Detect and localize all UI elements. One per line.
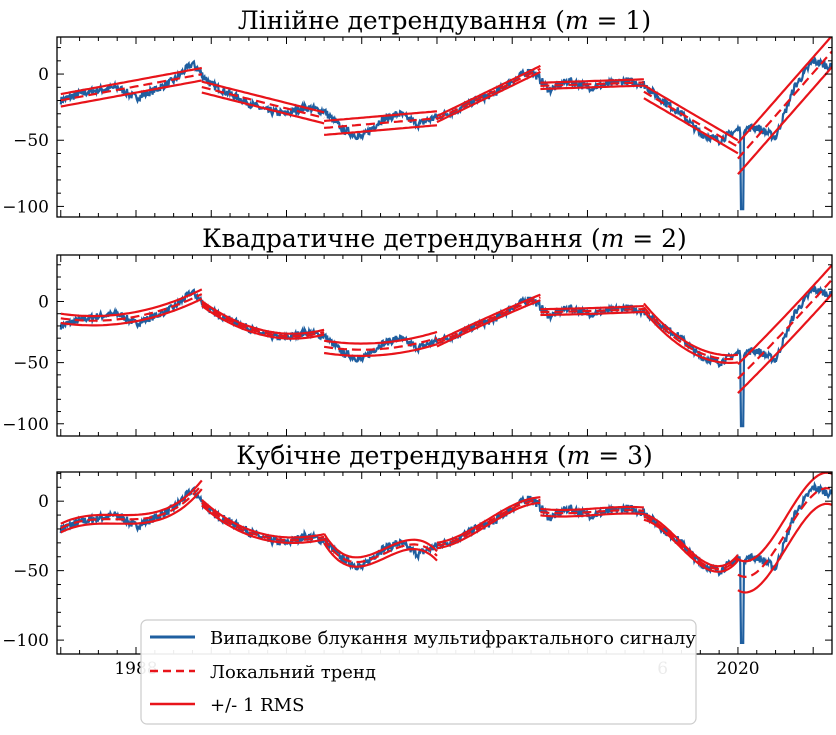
local-trend-line — [436, 296, 541, 345]
y-tick-label: −50 — [13, 562, 49, 582]
rms-lower-line — [436, 299, 541, 348]
y-tick-label: −100 — [2, 197, 49, 217]
panel-title-eq: = 3) — [590, 441, 653, 470]
y-tick-label: −50 — [13, 354, 49, 374]
local-trend-line — [60, 293, 203, 322]
rms-lower-line — [201, 305, 325, 340]
panel-2: Квадратичне детрендування (m = 2) 0 −50 −10… — [2, 224, 833, 437]
rms-upper-line — [643, 513, 739, 568]
local-trend-line — [436, 67, 541, 121]
y-tick-label: 0 — [38, 65, 49, 85]
local-trend-line — [540, 509, 644, 515]
rms-lower-line — [540, 84, 644, 91]
rms-lower-line — [60, 488, 203, 534]
local-trend-line — [324, 117, 438, 129]
rms-upper-line — [436, 293, 541, 342]
panel-title-text: Квадратичне детрендування ( — [202, 224, 600, 253]
rms-lower-line — [737, 293, 832, 394]
local-trend-line — [737, 487, 832, 579]
rms-upper-line — [643, 84, 739, 142]
y-tick-label: 0 — [38, 292, 49, 312]
panel-title-eq: = 1) — [589, 6, 652, 35]
rms-upper-line — [540, 78, 644, 84]
panel-title-m: m — [601, 224, 625, 253]
local-trend-line — [60, 73, 203, 102]
local-trend-line — [643, 90, 739, 148]
rms-upper-line — [737, 264, 832, 365]
rms-upper-line — [201, 499, 325, 539]
local-trend-line — [643, 515, 739, 570]
rms-upper-line — [540, 505, 644, 512]
panel-title-eq: = 2) — [624, 224, 687, 253]
panel-title-text: Кубічне детрендування ( — [236, 441, 566, 470]
local-trend-line — [323, 537, 438, 564]
legend-box — [140, 619, 697, 725]
local-trend-line — [643, 306, 739, 361]
rms-lower-line — [60, 79, 202, 108]
rms-lower-line — [540, 310, 644, 317]
rms-lower-line — [737, 502, 832, 594]
panel-title-text: Лінійне детрендування ( — [238, 6, 565, 35]
legend-trend-label: Локальний тренд — [210, 662, 376, 683]
local-trend-line — [540, 81, 644, 87]
rms-lower-line — [436, 70, 541, 124]
x-tick-label: 2020 — [716, 659, 759, 679]
rms-upper-line — [323, 533, 438, 559]
rms-upper-line — [737, 472, 832, 563]
rms-upper-line — [643, 302, 738, 357]
rms-lower-line — [323, 343, 438, 357]
y-tick-label: −100 — [2, 631, 49, 651]
signal-line — [59, 283, 832, 428]
rms-lower-line — [737, 66, 832, 175]
local-trend-line — [737, 278, 832, 380]
panel-title-m: m — [565, 6, 589, 35]
y-tick-label: −50 — [13, 131, 49, 151]
local-trend-line — [737, 50, 832, 160]
panel-frame — [56, 254, 833, 437]
signal-line — [59, 54, 832, 211]
local-trend-line — [60, 483, 203, 530]
local-trend-line — [436, 498, 541, 547]
rms-upper-line — [323, 110, 438, 123]
local-trend-line — [201, 86, 325, 119]
local-trend-line — [201, 501, 325, 542]
local-trend-line — [323, 337, 438, 351]
rms-lower-line — [201, 504, 325, 544]
rms-upper-line — [60, 66, 203, 96]
rms-lower-line — [201, 91, 325, 125]
rms-lower-line — [436, 501, 541, 550]
y-tick-label: −100 — [2, 415, 49, 435]
panel-title-m: m — [567, 441, 591, 470]
rms-upper-line — [201, 80, 325, 114]
rms-lower-line — [540, 512, 644, 518]
rms-upper-line — [60, 288, 203, 318]
y-tick-label: 0 — [38, 492, 49, 512]
panel-title: Лінійне детрендування (m = 1) — [238, 6, 651, 35]
rms-lower-line — [323, 542, 438, 568]
panel-title: Кубічне детрендування (m = 3) — [236, 441, 653, 470]
rms-lower-line — [643, 518, 739, 573]
rms-upper-line — [737, 37, 832, 144]
rms-lower-line — [643, 97, 739, 155]
rms-upper-line — [436, 496, 541, 544]
local-trend-line — [540, 307, 644, 314]
legend: Випадкове блукання мультифрактального си… — [140, 619, 697, 725]
rms-lower-line — [643, 310, 739, 364]
panel-1: Лінійне детрендування (m = 1) 0 −50 −100 — [2, 6, 833, 218]
rms-lower-line — [60, 297, 203, 327]
rms-upper-line — [201, 300, 325, 335]
panel-3: Кубічне детрендування (m = 3) 0 −50 −100 — [2, 441, 833, 655]
legend-signal-label: Випадкове блукання мультифрактального си… — [210, 628, 696, 649]
rms-lower-line — [324, 124, 438, 136]
legend-rms-label: +/- 1 RMS — [210, 695, 304, 716]
rms-upper-line — [540, 305, 644, 311]
rms-upper-line — [323, 330, 438, 345]
panel-title: Квадратичне детрендування (m = 2) — [202, 224, 687, 253]
rms-upper-line — [436, 64, 541, 118]
rms-upper-line — [60, 479, 203, 525]
